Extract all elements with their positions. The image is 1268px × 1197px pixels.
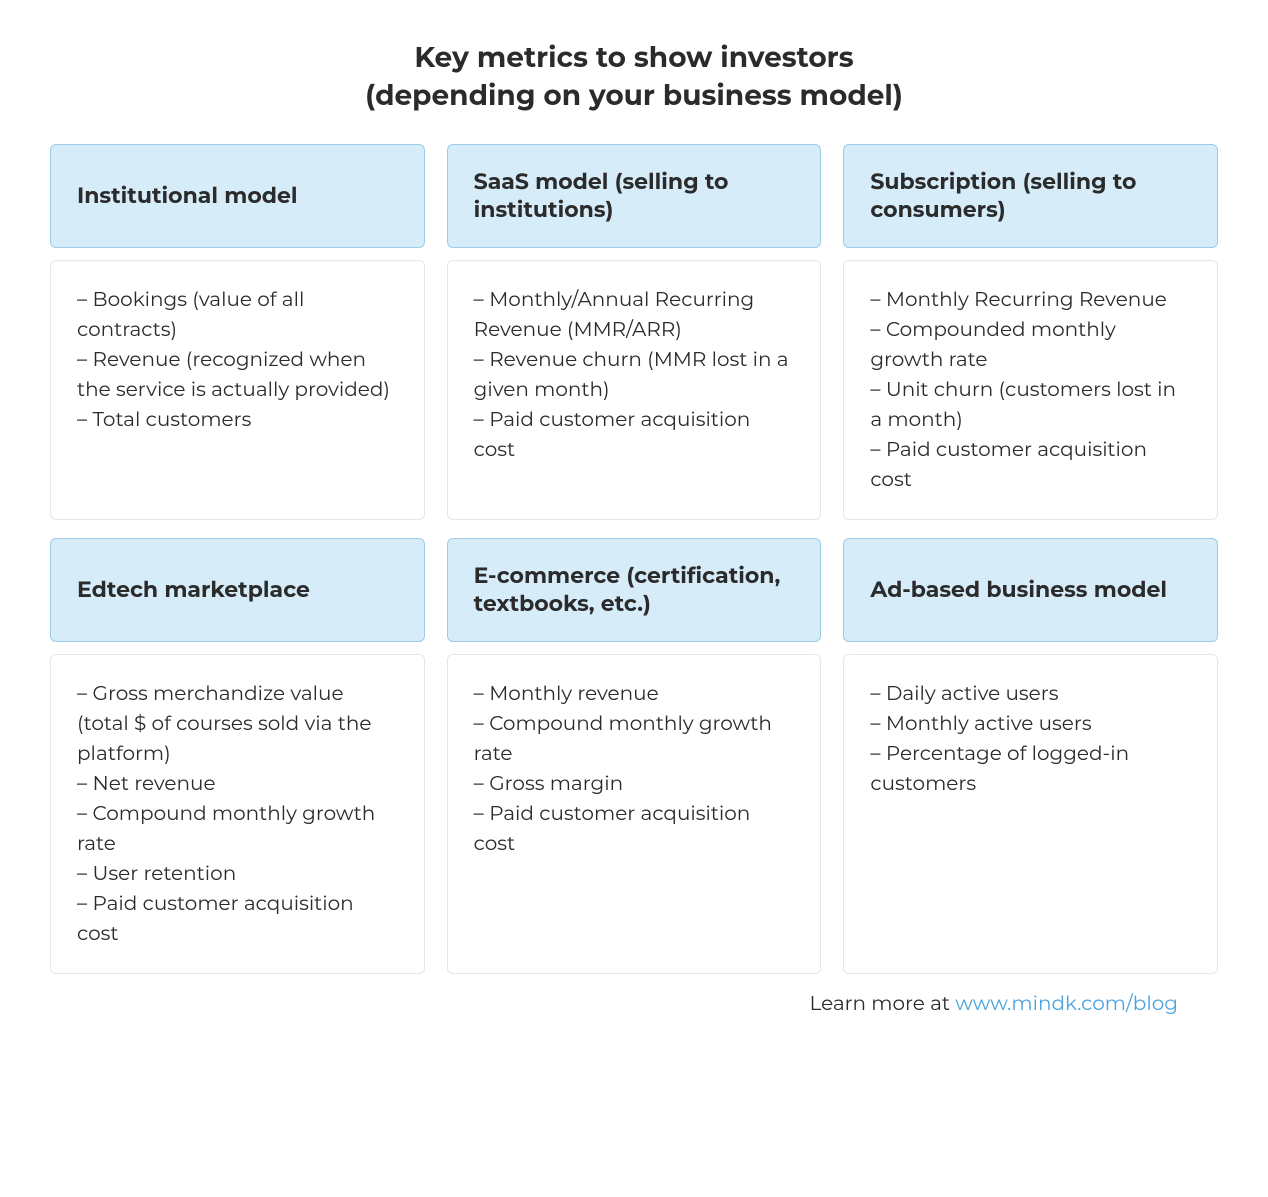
dash-icon: –: [870, 438, 886, 462]
card-1: SaaS model (selling to institutions) – Mo…: [447, 144, 822, 520]
footer-link[interactable]: www.mindk.com/blog: [955, 992, 1178, 1016]
dash-icon: –: [870, 712, 886, 736]
metric-text: Compound monthly growth rate: [474, 712, 772, 766]
card-header: Ad-based business model: [843, 538, 1218, 642]
footer-prefix: Learn more at: [809, 992, 955, 1016]
footer: Learn more at www.mindk.com/blog: [50, 992, 1218, 1016]
metric-item: – Percentage of logged-in customers: [870, 739, 1191, 799]
metric-text: Net revenue: [93, 772, 216, 796]
dash-icon: –: [870, 318, 886, 342]
metric-item: – Compound monthly growth rate: [474, 709, 795, 769]
dash-icon: –: [474, 712, 490, 736]
metric-text: Compounded monthly growth rate: [870, 318, 1116, 372]
card-header: SaaS model (selling to institutions): [447, 144, 822, 248]
card-body: – Monthly/Annual Recurring Revenue (MMR/…: [447, 260, 822, 520]
dash-icon: –: [474, 682, 490, 706]
metric-item: – Monthly/Annual Recurring Revenue (MMR/…: [474, 285, 795, 345]
metric-text: User retention: [93, 862, 237, 886]
metric-item: – Revenue (recognized when the service i…: [77, 345, 398, 405]
card-5: Ad-based business model – Daily active us…: [843, 538, 1218, 974]
dash-icon: –: [474, 348, 490, 372]
metric-item: – Monthly active users: [870, 709, 1191, 739]
dash-icon: –: [474, 802, 490, 826]
metric-text: Total customers: [93, 408, 252, 432]
dash-icon: –: [870, 742, 886, 766]
metric-text: Monthly Recurring Revenue: [886, 288, 1167, 312]
metric-text: Daily active users: [886, 682, 1059, 706]
metric-text: Paid customer acquisition cost: [870, 438, 1147, 492]
card-0: Institutional model – Bookings (value of …: [50, 144, 425, 520]
dash-icon: –: [77, 348, 93, 372]
metric-item: – Monthly revenue: [474, 679, 795, 709]
dash-icon: –: [474, 772, 490, 796]
card-body: – Monthly Recurring Revenue– Compounded …: [843, 260, 1218, 520]
metric-item: – Paid customer acquisition cost: [474, 799, 795, 859]
metric-text: Monthly/Annual Recurring Revenue (MMR/AR…: [474, 288, 755, 342]
dash-icon: –: [474, 288, 490, 312]
card-2: Subscription (selling to consumers) – Mon…: [843, 144, 1218, 520]
metric-item: – Gross merchandize value (total $ of co…: [77, 679, 398, 769]
metric-text: Paid customer acquisition cost: [77, 892, 354, 946]
metric-text: Compound monthly growth rate: [77, 802, 375, 856]
metric-item: – Daily active users: [870, 679, 1191, 709]
card-body: – Bookings (value of all contracts)– Rev…: [50, 260, 425, 520]
dash-icon: –: [870, 682, 886, 706]
metric-item: – Paid customer acquisition cost: [870, 435, 1191, 495]
metric-item: – Gross margin: [474, 769, 795, 799]
dash-icon: –: [77, 682, 93, 706]
card-header: Subscription (selling to consumers): [843, 144, 1218, 248]
metric-item: – Paid customer acquisition cost: [77, 889, 398, 949]
metric-text: Gross margin: [489, 772, 623, 796]
metric-item: – Compounded monthly growth rate: [870, 315, 1191, 375]
metric-item: – Compound monthly growth rate: [77, 799, 398, 859]
dash-icon: –: [77, 892, 93, 916]
metric-item: – Bookings (value of all contracts): [77, 285, 398, 345]
dash-icon: –: [870, 378, 886, 402]
metric-item: – User retention: [77, 859, 398, 889]
metric-text: Monthly active users: [886, 712, 1092, 736]
metric-text: Bookings (value of all contracts): [77, 288, 304, 342]
dash-icon: –: [870, 288, 886, 312]
metric-text: Percentage of logged-in customers: [870, 742, 1129, 796]
card-body: – Daily active users– Monthly active use…: [843, 654, 1218, 974]
metric-item: – Net revenue: [77, 769, 398, 799]
dash-icon: –: [77, 862, 93, 886]
metric-text: Revenue churn (MMR lost in a given month…: [474, 348, 789, 402]
cards-grid: Institutional model – Bookings (value of …: [50, 144, 1218, 974]
metric-text: Revenue (recognized when the service is …: [77, 348, 390, 402]
metric-text: Gross merchandize value (total $ of cour…: [77, 682, 371, 766]
title-line-1: Key metrics to show investors: [414, 41, 853, 75]
dash-icon: –: [77, 288, 93, 312]
metric-text: Monthly revenue: [489, 682, 658, 706]
metric-item: – Paid customer acquisition cost: [474, 405, 795, 465]
infographic-title: Key metrics to show investors (depending…: [50, 40, 1218, 116]
metric-item: – Monthly Recurring Revenue: [870, 285, 1191, 315]
card-header: Institutional model: [50, 144, 425, 248]
card-3: Edtech marketplace – Gross merchandize va…: [50, 538, 425, 974]
metric-item: – Revenue churn (MMR lost in a given mon…: [474, 345, 795, 405]
metric-text: Unit churn (customers lost in a month): [870, 378, 1176, 432]
dash-icon: –: [77, 408, 93, 432]
card-body: – Gross merchandize value (total $ of co…: [50, 654, 425, 974]
card-body: – Monthly revenue– Compound monthly grow…: [447, 654, 822, 974]
dash-icon: –: [77, 802, 93, 826]
metric-text: Paid customer acquisition cost: [474, 802, 751, 856]
card-header: Edtech marketplace: [50, 538, 425, 642]
dash-icon: –: [77, 772, 93, 796]
metric-item: – Unit churn (customers lost in a month): [870, 375, 1191, 435]
metric-text: Paid customer acquisition cost: [474, 408, 751, 462]
dash-icon: –: [474, 408, 490, 432]
title-line-2: (depending on your business model): [365, 79, 903, 113]
card-4: E-commerce (certification, textbooks, et…: [447, 538, 822, 974]
metric-item: – Total customers: [77, 405, 398, 435]
card-header: E-commerce (certification, textbooks, et…: [447, 538, 822, 642]
